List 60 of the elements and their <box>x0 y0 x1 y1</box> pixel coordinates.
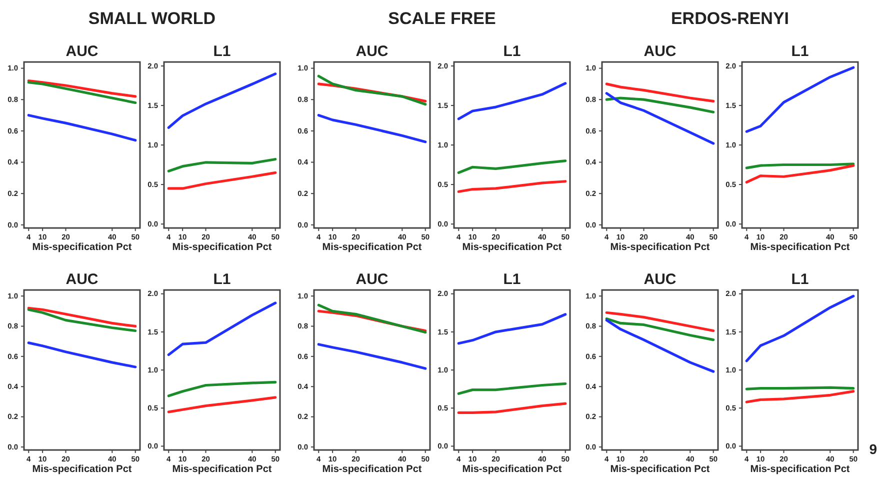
line-series <box>167 72 277 129</box>
chart-title: L1 <box>213 43 231 60</box>
line-series <box>745 294 855 362</box>
x-axis-title: Mis-specification Pct <box>32 464 132 475</box>
chart-title: L1 <box>791 43 809 60</box>
chart-title: L1 <box>503 271 521 288</box>
line-series <box>167 302 277 356</box>
x-axis-title: Mis-specification Pct <box>462 242 562 253</box>
x-axis-title: Mis-specification Pct <box>610 242 710 253</box>
line-series <box>457 180 567 193</box>
line-series <box>27 342 137 368</box>
text: SCALE FREE <box>388 9 496 28</box>
x-axis-title: Mis-specification Pct <box>462 464 562 475</box>
line-series <box>457 160 567 174</box>
chart-title: AUC <box>356 43 388 60</box>
x-axis-title: Mis-specification Pct <box>322 464 422 475</box>
x-axis-title: Mis-specification Pct <box>610 464 710 475</box>
line-series <box>605 318 715 373</box>
line-series <box>605 82 715 102</box>
line-series <box>27 114 137 142</box>
x-axis-title: Mis-specification Pct <box>750 242 850 253</box>
line-series <box>27 308 137 332</box>
line-series <box>745 164 855 184</box>
line-series <box>317 343 427 370</box>
line-series <box>317 304 427 334</box>
text: ERDOS-RENYI <box>670 9 790 28</box>
line-series <box>27 79 137 98</box>
line-series <box>27 306 137 328</box>
chart-title: L1 <box>503 43 521 60</box>
text: 9 <box>869 441 878 457</box>
line-series <box>605 96 715 114</box>
line-series <box>605 92 715 145</box>
line-series <box>457 382 567 395</box>
x-axis-title: Mis-specification Pct <box>322 242 422 253</box>
line-series <box>27 81 137 104</box>
chart-title: AUC <box>644 43 676 60</box>
line-series <box>457 402 567 414</box>
line-series <box>605 317 715 342</box>
x-axis-title: Mis-specification Pct <box>172 242 272 253</box>
line-series <box>167 171 277 190</box>
line-series <box>457 313 567 345</box>
text: SMALL WORLD <box>88 9 216 28</box>
line-series <box>317 74 427 106</box>
x-axis-title: Mis-specification Pct <box>172 464 272 475</box>
chart-title: AUC <box>66 271 98 288</box>
line-series <box>167 380 277 398</box>
line-series <box>745 390 855 404</box>
line-series <box>745 66 855 133</box>
line-series <box>167 396 277 414</box>
x-axis-title: Mis-specification Pct <box>32 242 132 253</box>
chart-title: AUC <box>644 271 676 288</box>
line-series <box>605 311 715 332</box>
line-series <box>167 158 277 172</box>
chart-title: L1 <box>791 271 809 288</box>
line-series <box>317 114 427 144</box>
x-axis-title: Mis-specification Pct <box>750 464 850 475</box>
chart-title: AUC <box>356 271 388 288</box>
line-series <box>457 82 567 120</box>
chart-title: L1 <box>213 271 231 288</box>
chart-title: AUC <box>66 43 98 60</box>
